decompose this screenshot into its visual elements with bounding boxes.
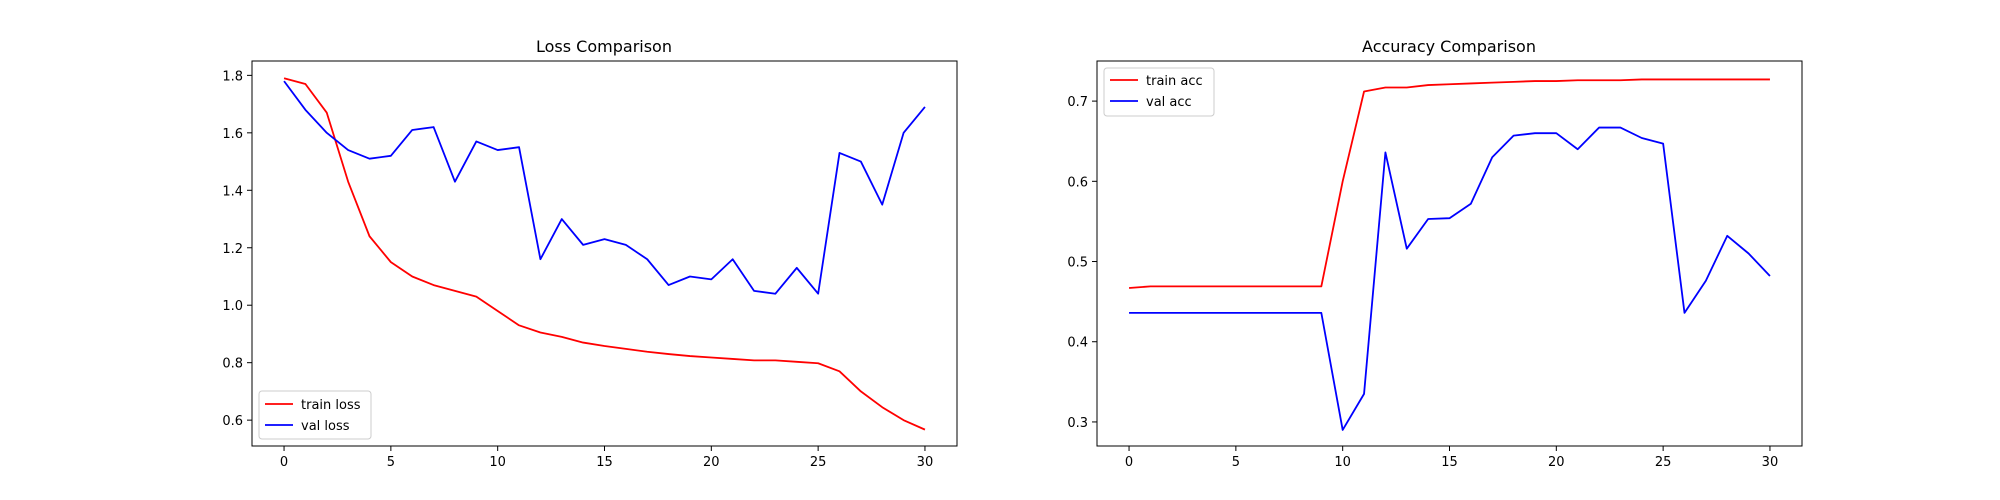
loss-chart: Loss Comparison 0 5 10 15 20 25 30 0.6 0.8 1.0 1.… <box>222 37 958 470</box>
loss-chart-x-ticks: 0 5 10 15 20 25 30 <box>280 446 933 470</box>
accuracy-x-tick-label: 20 <box>1548 455 1565 470</box>
accuracy-series-train-acc-line <box>1128 78 1770 289</box>
accuracy-legend-train-label: train acc <box>1146 74 1203 89</box>
loss-x-tick-label: 5 <box>387 455 395 470</box>
accuracy-x-tick-label: 10 <box>1334 455 1351 470</box>
accuracy-chart-axes: 0 5 10 15 20 25 30 0.3 0.4 0.5 0.6 0.7 <box>1067 60 1803 470</box>
loss-chart-title: Loss Comparison <box>536 37 672 56</box>
accuracy-y-tick-label: 0.6 <box>1067 175 1088 190</box>
accuracy-x-tick-label: 25 <box>1655 455 1672 470</box>
loss-y-tick-label: 0.8 <box>222 357 243 372</box>
accuracy-chart: Accuracy Comparison 0 5 10 15 20 25 30 0.30.40… <box>1067 37 1803 470</box>
loss-series-val-loss-line <box>283 80 926 295</box>
loss-chart-axes: 0 5 10 15 20 25 30 0.6 0.8 1.0 1.2 1.4 1.6 1.8 <box>222 60 958 470</box>
loss-legend-train-label: train loss <box>301 398 361 413</box>
accuracy-legend-val-label: val acc <box>1146 95 1192 110</box>
accuracy-x-tick-label: 0 <box>1125 455 1133 470</box>
accuracy-chart-legend: train acc val acc <box>1103 67 1215 117</box>
loss-x-tick-label: 0 <box>280 455 288 470</box>
accuracy-x-tick-label: 5 <box>1232 455 1240 470</box>
loss-y-tick-label: 0.6 <box>222 414 243 429</box>
accuracy-series-val-acc-line <box>1129 126 1771 431</box>
accuracy-chart-x-ticks: 0 5 10 15 20 25 30 <box>1125 446 1778 470</box>
loss-x-tick-label: 20 <box>703 455 720 470</box>
loss-x-tick-label: 15 <box>596 455 613 470</box>
loss-x-tick-label: 10 <box>489 455 506 470</box>
loss-series-train-loss-line <box>283 77 926 431</box>
loss-legend-box <box>258 390 372 440</box>
loss-x-tick-label: 25 <box>810 455 827 470</box>
accuracy-y-tick-label: 0.3 <box>1067 416 1088 431</box>
accuracy-x-tick-label: 30 <box>1762 455 1779 470</box>
loss-legend-val-label: val loss <box>301 419 350 434</box>
loss-y-tick-label: 1.0 <box>222 299 243 314</box>
accuracy-chart-y-ticks: 0.3 0.4 0.5 0.6 0.7 <box>1067 95 1097 431</box>
loss-y-tick-label: 1.2 <box>222 242 243 257</box>
accuracy-x-tick-label: 15 <box>1441 455 1458 470</box>
loss-chart-y-ticks: 0.6 0.8 1.0 1.2 1.4 1.6 1.8 <box>222 69 252 429</box>
accuracy-chart-series <box>1128 78 1771 431</box>
accuracy-y-tick-label: 0.4 <box>1067 336 1088 351</box>
loss-y-tick-label: 1.6 <box>222 127 243 142</box>
loss-chart-legend: train loss val loss <box>258 390 372 440</box>
accuracy-y-tick-label: 0.7 <box>1067 95 1088 110</box>
loss-chart-series <box>283 77 926 431</box>
loss-x-tick-label: 30 <box>917 455 934 470</box>
accuracy-y-tick-label: 0.5 <box>1067 256 1088 271</box>
accuracy-chart-title: Accuracy Comparison <box>1362 37 1536 56</box>
loss-y-tick-label: 1.4 <box>222 184 243 199</box>
loss-y-tick-label: 1.8 <box>222 69 243 84</box>
